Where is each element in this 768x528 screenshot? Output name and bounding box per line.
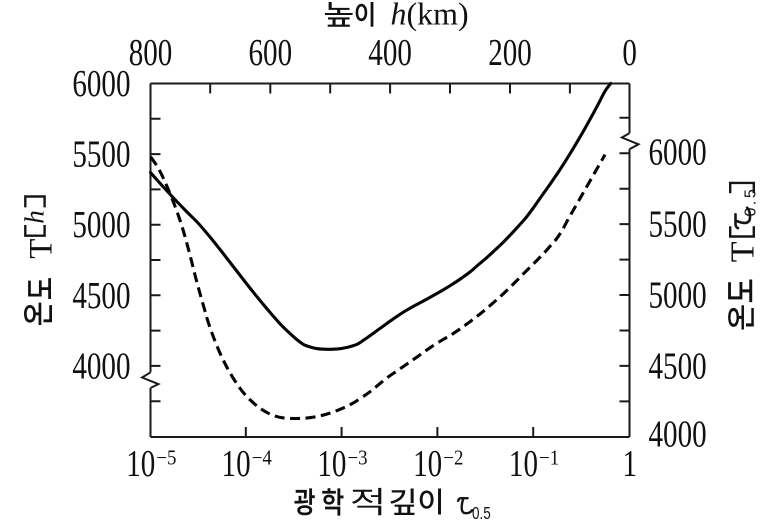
svg-text:0: 0 [622,32,637,74]
svg-text:600: 600 [248,32,292,74]
svg-text:5000: 5000 [649,275,707,317]
svg-text:400: 400 [368,32,412,74]
svg-text:4500: 4500 [649,346,707,388]
svg-text:T: T [24,239,60,259]
svg-text:10: 10 [413,443,442,485]
svg-text:−2: −2 [443,447,463,470]
svg-text:−1: −1 [539,447,559,470]
svg-text:1: 1 [623,443,638,485]
svg-text:5500: 5500 [72,134,130,176]
svg-text:800: 800 [129,32,173,74]
svg-text:10: 10 [317,443,346,485]
svg-text:6000: 6000 [649,132,707,174]
svg-text:10: 10 [222,443,251,485]
svg-text:h: h [20,210,50,224]
svg-text:5000: 5000 [72,205,130,247]
svg-text:T: T [725,241,762,262]
svg-text:4000: 4000 [649,414,707,456]
svg-text:10: 10 [509,443,538,485]
svg-text:6000: 6000 [72,63,130,105]
svg-text:5500: 5500 [649,204,707,246]
svg-text:4500: 4500 [72,275,130,317]
svg-text:200: 200 [488,32,532,74]
svg-text:−4: −4 [252,447,272,470]
svg-text:−5: −5 [156,447,176,470]
svg-text:h(km): h(km) [391,0,469,32]
svg-text:10: 10 [126,443,155,485]
svg-text:4000: 4000 [72,346,130,388]
svg-text:0.5: 0.5 [472,504,491,523]
svg-text:0.5: 0.5 [743,187,760,217]
svg-text:−3: −3 [348,447,368,470]
